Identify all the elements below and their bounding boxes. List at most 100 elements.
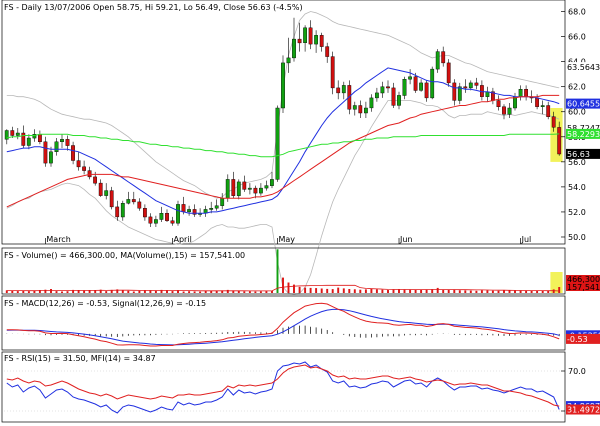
candle-body-29	[165, 212, 169, 221]
candle-body-23	[131, 199, 136, 203]
candle-body-82	[457, 86, 462, 101]
candle-body-47	[264, 185, 269, 189]
candle-body-91	[507, 107, 512, 115]
macd-panel: -0.152585-0.53 FS - MACD(12,26) = -0.53,…	[1, 295, 600, 351]
price-ytick-label-2: 54.0	[568, 183, 586, 192]
candle-body-81	[452, 82, 457, 101]
candle-body-75	[419, 82, 423, 91]
candle-body-56	[314, 35, 318, 45]
candle-body-13	[76, 160, 81, 168]
candle-body-41	[231, 179, 236, 196]
price-tag-label-1: 60.6455	[567, 100, 600, 109]
candle-body-44	[247, 187, 252, 190]
price-ytick-label-0: 50.0	[568, 233, 586, 242]
candle-body-76	[424, 82, 429, 99]
candle-body-54	[303, 27, 307, 43]
candle-body-63	[352, 105, 357, 110]
candle-body-40	[225, 179, 230, 199]
candle-body-67	[375, 92, 379, 99]
candle-body-71	[397, 95, 401, 106]
price-title: FS - Daily 13/07/2006 Open 58.75, Hi 59.…	[4, 3, 303, 12]
candle-body-46	[259, 187, 263, 194]
candle-body-16	[93, 176, 98, 184]
candle-body-98	[546, 105, 551, 118]
price-frame	[1, 0, 566, 245]
price-panel: 50.052.054.056.058.060.062.064.066.068.0…	[1, 0, 600, 296]
price-tag-box-2	[566, 122, 600, 133]
volume-tag-box-0	[566, 275, 600, 283]
macd-tag-label-1: -0.53	[567, 335, 588, 344]
rsi-title: FS - RSI(15) = 31.50, MFI(14) = 34.87	[4, 354, 156, 363]
candle-body-39	[220, 197, 225, 206]
candle-body-69	[386, 86, 390, 89]
price-tag-box-0	[566, 62, 600, 73]
rsi-line	[6, 361, 560, 414]
volume-highlight	[550, 272, 563, 293]
candle-body-48	[270, 179, 274, 186]
mfi-line	[6, 364, 560, 407]
price-tag-label-0: 63.5643	[567, 63, 600, 72]
candle-body-20	[115, 206, 120, 218]
candle-body-83	[463, 86, 468, 89]
candle-body-9	[54, 141, 59, 153]
candle-body-31	[176, 204, 180, 224]
candle-body-85	[474, 82, 479, 86]
price-ytick-label-3: 56.0	[568, 158, 586, 167]
candle-body-26	[148, 216, 153, 224]
candle-body-51	[286, 57, 291, 64]
rsi-tag-label-1: 31.4972	[567, 406, 600, 415]
price-ytick-label-8: 66.0	[568, 33, 586, 42]
candle-body-80	[446, 62, 451, 84]
candle-body-58	[325, 46, 330, 57]
candle-body-65	[364, 107, 368, 114]
candle-body-14	[82, 166, 87, 171]
candle-body-5	[32, 134, 37, 139]
candle-body-32	[181, 204, 186, 213]
candle-body-34	[192, 209, 197, 215]
candle-body-79	[441, 51, 446, 64]
candle-body-96	[535, 97, 540, 107]
candle-body-93	[518, 88, 523, 97]
price-ytick-label-1: 52.0	[568, 208, 586, 217]
macd-line	[6, 302, 560, 347]
macd-tag-box-1	[566, 333, 600, 344]
volume-title: FS - Volume() = 466,300.00, MA(Volume(),…	[4, 251, 245, 260]
candle-body-18	[104, 190, 109, 196]
candle-body-45	[253, 187, 258, 194]
macd-title: FS - MACD(12,26) = -0.53, Signal(12,26,9…	[4, 299, 206, 308]
candle-body-3	[21, 132, 26, 146]
candle-body-22	[126, 199, 131, 204]
candle-body-100	[557, 127, 562, 155]
price-ytick-label-6: 62.0	[568, 83, 586, 92]
candle-body-52	[292, 38, 296, 59]
candle-body-12	[71, 145, 75, 161]
price-xtick-label-2: May	[279, 235, 296, 244]
price-tag-label-2: 58.7247	[567, 124, 600, 133]
price-tag-box-3	[566, 128, 600, 139]
candle-body-53	[297, 38, 302, 44]
candle-body-30	[170, 220, 175, 224]
moving-average-line-1	[6, 94, 560, 208]
candle-body-97	[540, 105, 545, 107]
candle-body-38	[214, 205, 219, 209]
moving-average-line-2	[6, 133, 560, 158]
macd-signal-line	[6, 308, 560, 346]
candle-body-19	[109, 190, 114, 208]
rsi-ytick-label-1: 70.0	[568, 367, 586, 376]
candle-body-17	[98, 182, 103, 196]
candle-body-60	[336, 87, 341, 94]
candle-body-7	[43, 141, 48, 164]
price-ytick-label-9: 68.0	[568, 8, 586, 17]
price-tag-label-4: 56.63	[567, 150, 590, 159]
candle-body-0	[4, 130, 9, 140]
candle-body-15	[87, 170, 92, 178]
candle-body-70	[391, 87, 396, 106]
price-xtick-label-4: Jul	[521, 235, 532, 244]
candle-body-66	[369, 97, 374, 109]
candle-body-73	[408, 76, 412, 80]
candle-body-59	[330, 56, 335, 89]
candle-body-1	[10, 130, 15, 136]
